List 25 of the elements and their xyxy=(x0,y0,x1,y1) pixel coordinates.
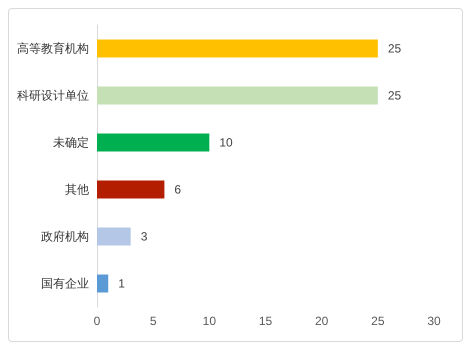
x-tick-label: 15 xyxy=(258,314,272,328)
data-label: 10 xyxy=(219,136,234,150)
data-label: 3 xyxy=(140,230,148,244)
x-tick-label: 30 xyxy=(427,314,441,328)
y-tick-label: 政府机构 xyxy=(41,230,89,244)
bar xyxy=(97,274,108,292)
x-tick-label: 20 xyxy=(314,314,329,328)
bar xyxy=(97,40,378,58)
y-tick-label: 未确定 xyxy=(53,136,89,150)
x-tick-label: 0 xyxy=(94,314,101,328)
x-tick-label: 10 xyxy=(202,314,216,328)
y-tick-label: 国有企业 xyxy=(41,276,89,290)
y-tick-label: 高等教育机构 xyxy=(17,42,89,56)
data-label: 1 xyxy=(118,276,126,290)
y-tick-label: 科研设计单位 xyxy=(17,88,89,102)
x-tick-label: 5 xyxy=(150,314,157,328)
bar xyxy=(97,228,131,246)
data-label: 25 xyxy=(388,42,402,56)
x-tick-label: 25 xyxy=(371,314,385,328)
bar xyxy=(97,180,164,198)
bar xyxy=(97,86,378,104)
data-label: 25 xyxy=(388,88,402,102)
data-label: 6 xyxy=(174,182,182,196)
bar xyxy=(97,134,210,152)
y-tick-label: 其他 xyxy=(65,182,89,196)
